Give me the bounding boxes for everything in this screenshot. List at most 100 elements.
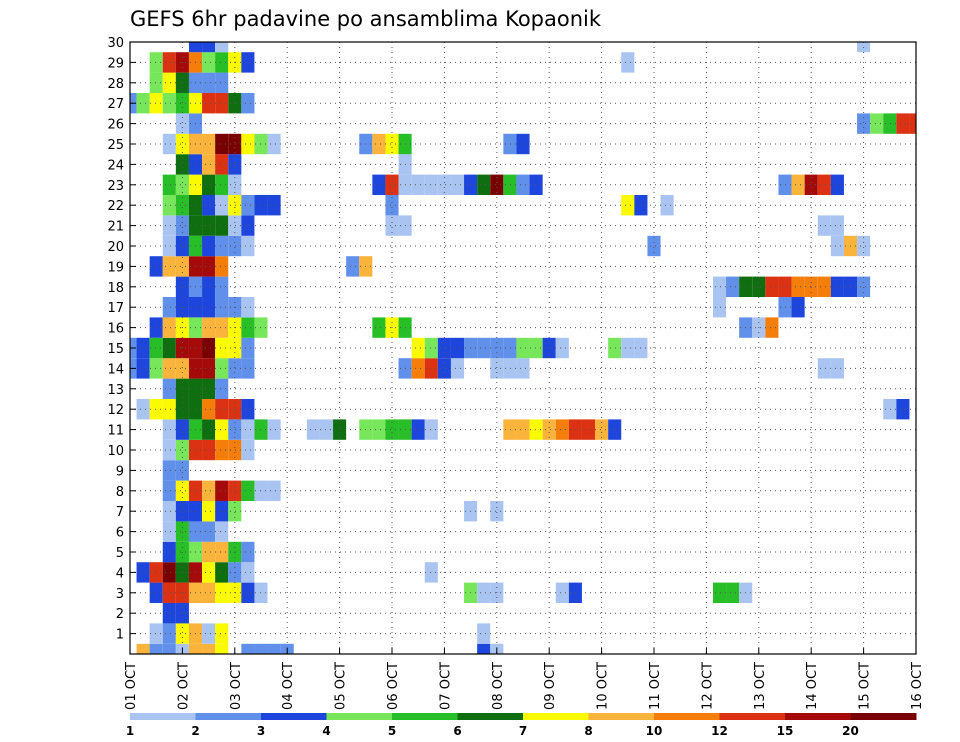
heatmap-cell (490, 501, 504, 522)
heatmap-cell (162, 235, 176, 257)
color-legend: 1 2 3 4 5 6 7 8 10 12 15 20 (126, 713, 917, 738)
heatmap-cell (595, 419, 609, 440)
legend-swatch (850, 713, 917, 720)
heatmap-cell (752, 276, 766, 297)
y-tick-label: 27 (107, 97, 124, 112)
heatmap-cell (175, 623, 189, 644)
heatmap-cell (424, 358, 438, 379)
heatmap-cell (215, 215, 229, 236)
heatmap-cell (346, 256, 360, 277)
heatmap-cell (241, 439, 255, 461)
heatmap-cell (202, 317, 216, 338)
heatmap-cell (215, 541, 229, 563)
heatmap-cell (437, 358, 451, 379)
y-tick-label: 24 (107, 158, 124, 173)
heatmap-cell (241, 215, 255, 236)
legend-swatch (457, 713, 524, 720)
legend-swatch (654, 713, 720, 720)
heatmap-cell (450, 174, 465, 195)
heatmap-cell (411, 419, 425, 440)
heatmap-cell (202, 643, 216, 654)
heatmap-cell (241, 541, 255, 563)
heatmap-cell (215, 623, 229, 644)
heatmap-cell (215, 358, 229, 379)
heatmap-cell (621, 337, 635, 359)
heatmap-cell (542, 419, 556, 440)
heatmap-cell (215, 235, 229, 257)
heatmap-cell (215, 174, 229, 195)
heatmap-cell (162, 603, 176, 624)
heatmap-cell (202, 215, 216, 236)
heatmap-cell (817, 215, 831, 236)
heatmap-cell (149, 93, 163, 114)
x-tick-label: 09 OCT (543, 662, 558, 710)
heatmap-cell (241, 195, 255, 216)
heatmap-cell (149, 582, 163, 603)
heatmap-cell (647, 235, 661, 257)
heatmap-cell (791, 174, 805, 195)
x-tick-label: 15 OCT (858, 662, 873, 710)
heatmap-cell (372, 174, 386, 195)
y-tick-label: 7 (116, 505, 124, 520)
heatmap-cell (424, 174, 438, 195)
heatmap-cell (188, 643, 203, 654)
y-tick-label: 16 (107, 322, 124, 337)
heatmap-cell (267, 195, 281, 216)
legend-swatch (588, 713, 655, 720)
legend-label: 20 (842, 724, 859, 738)
heatmap-cell (202, 337, 216, 359)
legend-label: 12 (711, 724, 728, 738)
heatmap-cell (424, 337, 438, 359)
heatmap-cell (202, 358, 216, 379)
heatmap-cell (215, 42, 229, 53)
y-tick-label: 23 (107, 179, 124, 194)
heatmap-cell (555, 337, 569, 359)
heatmap-cell (162, 337, 176, 359)
heatmap-cell (385, 215, 399, 236)
heatmap-cell (202, 256, 216, 277)
heatmap-cell (175, 256, 189, 277)
heatmap-cell (175, 419, 189, 440)
legend-swatch (523, 713, 589, 720)
legend-label: 5 (388, 724, 396, 738)
heatmap-cell (215, 582, 229, 603)
heatmap-cell (162, 174, 176, 195)
x-tick-label: 03 OCT (229, 662, 244, 710)
heatmap-cell (162, 460, 176, 481)
heatmap-cell (477, 337, 491, 359)
heatmap-cell (241, 358, 255, 379)
heatmap-cell (857, 235, 871, 257)
heatmap-cell (581, 419, 596, 440)
heatmap-cell (162, 623, 176, 644)
heatmap-cell (726, 582, 740, 603)
heatmap-cell (608, 419, 622, 440)
y-tick-label: 9 (116, 464, 124, 479)
heatmap-cell (372, 133, 386, 155)
y-tick-label: 11 (107, 424, 124, 439)
heatmap-cell (175, 460, 189, 481)
heatmap-cell (162, 93, 176, 114)
heatmap-cell (202, 378, 216, 399)
heatmap-cell (202, 154, 216, 175)
heatmap-cell (202, 174, 216, 195)
heatmap-cell (817, 358, 831, 379)
legend-label: 15 (777, 724, 794, 738)
heatmap-cell (215, 317, 229, 338)
heatmap-cell (830, 235, 844, 257)
heatmap-cell (202, 42, 216, 53)
heatmap-cell (162, 541, 176, 563)
heatmap-cell (202, 480, 216, 501)
heatmap-cell (241, 93, 255, 114)
heatmap-cells (130, 42, 916, 654)
heatmap-cell (228, 480, 242, 501)
y-tick-label: 1 (116, 628, 124, 643)
x-tick-label: 02 OCT (176, 662, 191, 710)
legend-swatch (261, 713, 327, 720)
x-tick-label: 05 OCT (334, 662, 349, 710)
heatmap-cell (215, 93, 229, 114)
heatmap-cell (136, 643, 150, 654)
heatmap-cell (162, 358, 176, 379)
heatmap-cell (817, 174, 831, 195)
heatmap-cell (149, 317, 163, 338)
heatmap-cell (424, 419, 438, 440)
